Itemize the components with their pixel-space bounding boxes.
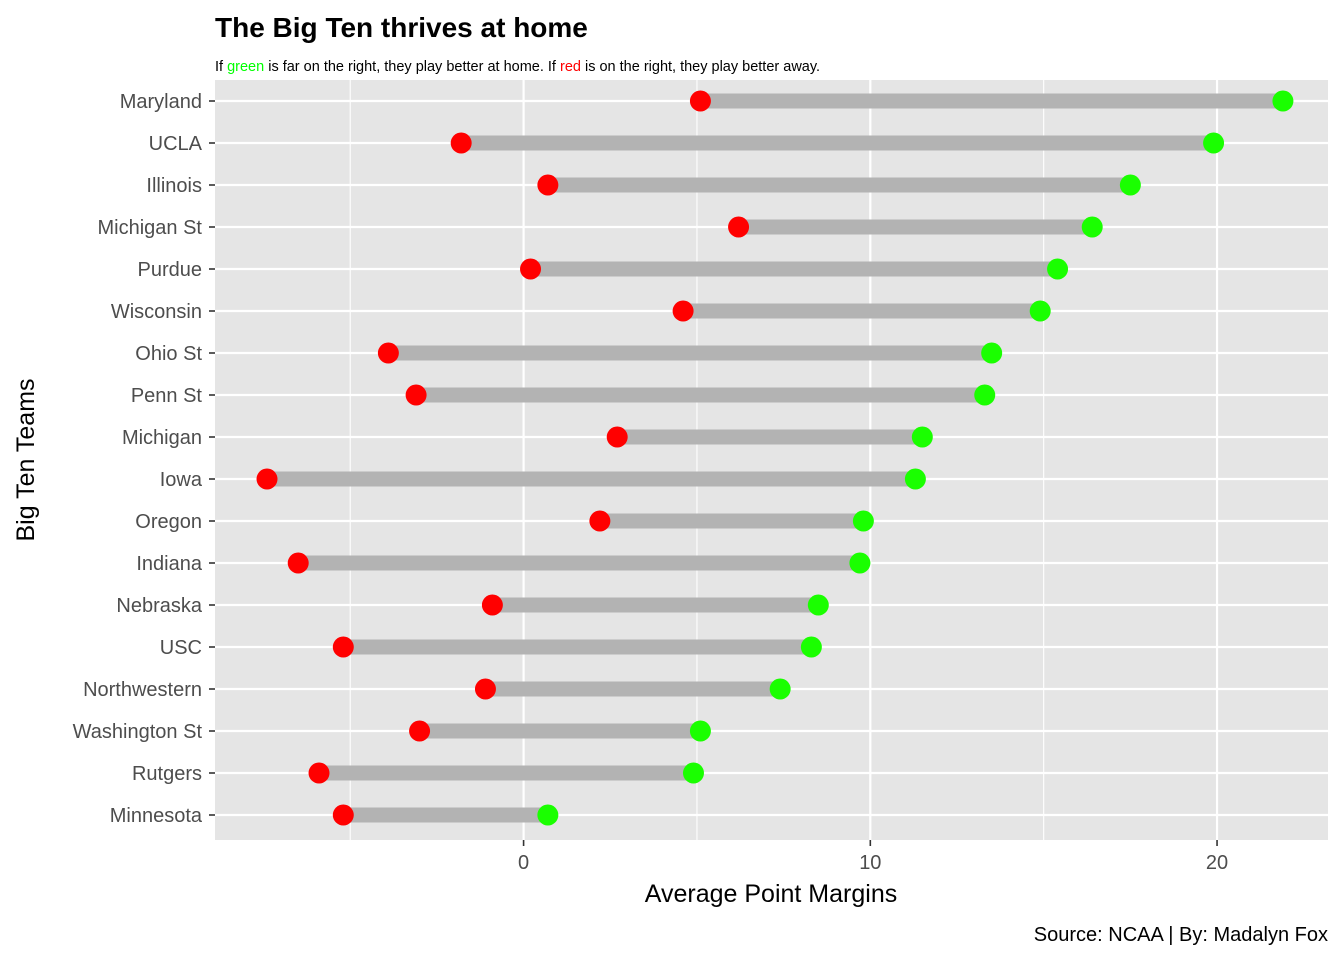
home-margin-point — [852, 510, 874, 532]
team-row — [689, 90, 1294, 112]
team-row — [256, 468, 926, 490]
team-row — [308, 762, 704, 784]
away-margin-point — [377, 342, 399, 364]
away-margin-point — [537, 174, 559, 196]
y-tick-label: Minnesota — [110, 805, 203, 827]
team-row — [520, 258, 1069, 280]
home-margin-point — [1047, 258, 1069, 280]
y-tick-label: Michigan St — [98, 217, 203, 239]
home-margin-point — [1081, 216, 1103, 238]
away-margin-point — [287, 552, 309, 574]
home-margin-point — [682, 762, 704, 784]
team-row — [405, 384, 996, 406]
team-row — [377, 342, 1003, 364]
y-tick-label: Illinois — [146, 175, 202, 197]
y-tick-label: Rutgers — [132, 763, 202, 785]
away-margin-point — [308, 762, 330, 784]
away-margin-point — [689, 90, 711, 112]
y-tick-label: Michigan — [122, 427, 202, 449]
y-tick-label: Wisconsin — [111, 301, 202, 323]
away-margin-point — [405, 384, 427, 406]
away-margin-point — [409, 720, 431, 742]
home-margin-point — [1029, 300, 1051, 322]
team-row — [537, 174, 1141, 196]
y-tick-label: Northwestern — [83, 679, 202, 701]
away-margin-point — [589, 510, 611, 532]
home-margin-point — [1119, 174, 1141, 196]
y-tick-label: Nebraska — [116, 595, 202, 617]
subtitle-part: If — [215, 59, 227, 75]
chart-subtitle: If green is far on the right, they play … — [215, 59, 820, 75]
subtitle-part: green — [227, 59, 264, 75]
away-margin-point — [450, 132, 472, 154]
home-margin-point — [537, 804, 559, 826]
x-axis-ticks: 0 10 20 — [518, 840, 1228, 874]
y-tick-label: Indiana — [136, 553, 202, 575]
home-margin-point — [849, 552, 871, 574]
subtitle-part: is far on the right, they play better at… — [264, 59, 560, 75]
away-margin-point — [520, 258, 542, 280]
plot-panel — [215, 80, 1328, 840]
y-tick-label: UCLA — [149, 133, 203, 155]
away-margin-point — [728, 216, 750, 238]
home-margin-point — [904, 468, 926, 490]
y-tick-label: Maryland — [120, 91, 202, 113]
team-row — [332, 804, 559, 826]
subtitle-part: is on the right, they play better away. — [581, 59, 820, 75]
x-tick-label: 0 — [518, 852, 529, 874]
y-tick-label: Washington St — [73, 721, 203, 743]
home-margin-point — [1203, 132, 1225, 154]
y-tick-label: Ohio St — [135, 343, 202, 365]
data-marks — [256, 90, 1294, 826]
x-tick-label: 20 — [1206, 852, 1228, 874]
away-margin-point — [672, 300, 694, 322]
home-margin-point — [981, 342, 1003, 364]
home-margin-point — [689, 720, 711, 742]
home-margin-point — [807, 594, 829, 616]
chart-title: The Big Ten thrives at home — [215, 12, 588, 43]
team-row — [728, 216, 1103, 238]
away-margin-point — [332, 636, 354, 658]
x-axis-title: Average Point Margins — [645, 880, 897, 908]
team-row — [450, 132, 1225, 154]
home-margin-point — [1272, 90, 1294, 112]
y-tick-label: Iowa — [160, 469, 203, 491]
team-row — [409, 720, 711, 742]
away-margin-point — [474, 678, 496, 700]
y-axis-title: Big Ten Teams — [12, 378, 40, 541]
y-tick-label: Penn St — [131, 385, 203, 407]
x-tick-label: 10 — [859, 852, 881, 874]
team-row — [287, 552, 871, 574]
away-margin-point — [256, 468, 278, 490]
home-margin-point — [974, 384, 996, 406]
away-margin-point — [481, 594, 503, 616]
home-margin-point — [911, 426, 933, 448]
y-tick-label: Purdue — [138, 259, 203, 281]
home-margin-point — [800, 636, 822, 658]
team-row — [589, 510, 874, 532]
team-row — [332, 636, 822, 658]
y-axis-ticks: Maryland UCLA Illinois Michigan St Purdue Wis… — [73, 91, 215, 827]
y-tick-label: Oregon — [135, 511, 202, 533]
chart-caption: Source: NCAA | By: Madalyn Fox — [1034, 924, 1328, 946]
team-row — [481, 594, 829, 616]
team-row — [474, 678, 791, 700]
subtitle-part: red — [560, 59, 581, 75]
team-row — [606, 426, 933, 448]
away-margin-point — [332, 804, 354, 826]
y-tick-label: USC — [160, 637, 202, 659]
team-row — [672, 300, 1051, 322]
away-margin-point — [606, 426, 628, 448]
home-margin-point — [769, 678, 791, 700]
